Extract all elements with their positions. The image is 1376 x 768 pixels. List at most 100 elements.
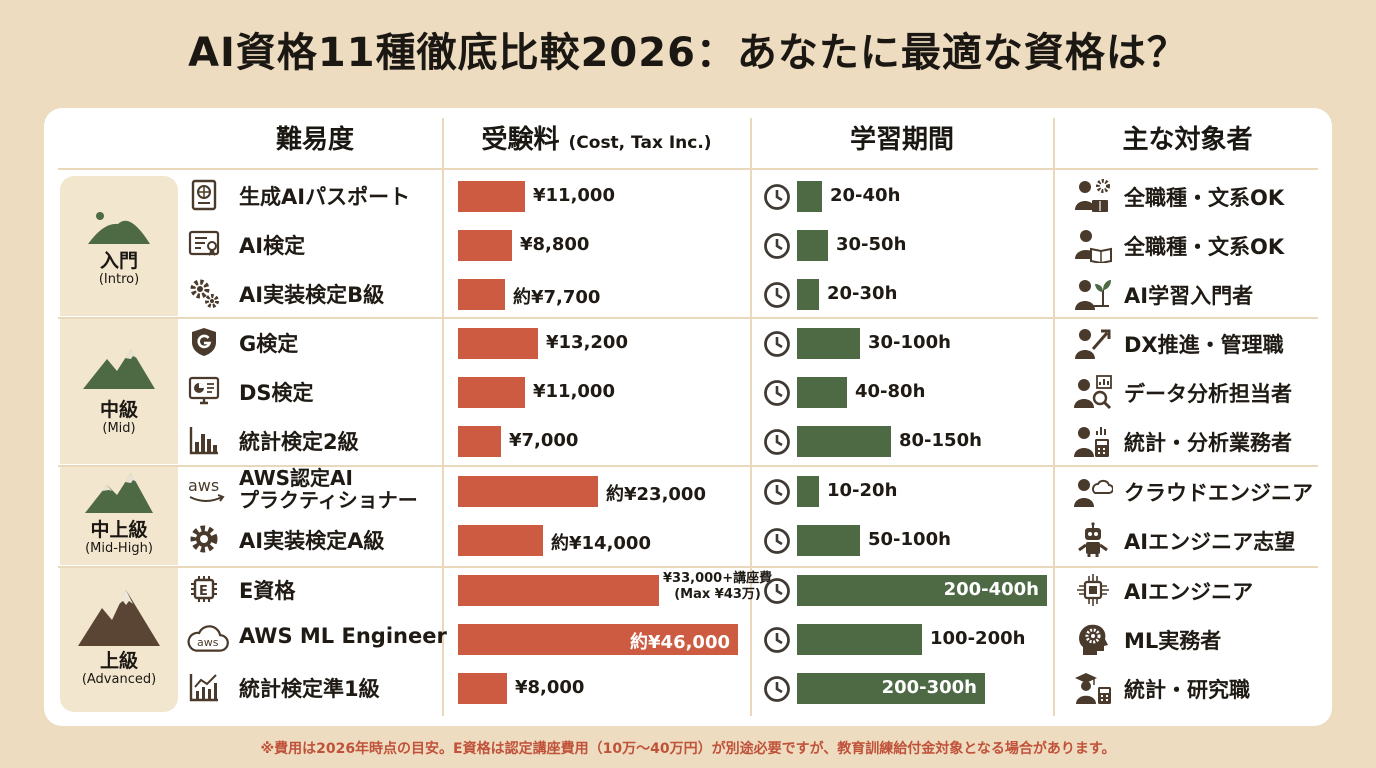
- cost-label: ¥13,200: [546, 332, 628, 353]
- qualification-name: AWS ML Engineer: [239, 624, 447, 648]
- cost-label: ¥8,800: [520, 234, 590, 255]
- cost-label-line: (Max ¥43万): [674, 587, 761, 602]
- header-cost: 受験料 (Cost, Tax Inc.): [444, 112, 749, 168]
- qualification-name: AWS認定AI プラクティショナー: [239, 467, 439, 511]
- clock-icon: [763, 232, 791, 260]
- level-name: 入門: [99, 250, 138, 272]
- column-divider-3: [1053, 118, 1055, 716]
- study-time-bar: [797, 476, 819, 507]
- gear-icon: [188, 523, 220, 555]
- certificate-icon: [188, 228, 220, 260]
- cost-label: ¥11,000: [533, 185, 615, 206]
- study-time-label: 30-50h: [836, 234, 907, 255]
- level-en: (Intro): [98, 272, 140, 287]
- audience-label: データ分析担当者: [1124, 382, 1292, 406]
- cost-label: ¥7,000: [509, 430, 579, 451]
- hill-icon: [88, 212, 150, 244]
- shield-g-icon: [188, 326, 220, 358]
- chip-icon: [1073, 572, 1113, 608]
- study-time-bar: [797, 230, 828, 261]
- header-cost-label: 受験料: [481, 125, 560, 155]
- people-gear-icon: [1073, 178, 1113, 214]
- cost-bar: [458, 426, 501, 457]
- level-divider-1: [58, 317, 1318, 319]
- audience-label: 統計・研究職: [1124, 678, 1250, 702]
- clock-icon: [763, 428, 791, 456]
- cost-label: 約¥23,000: [606, 484, 706, 505]
- level-mid: 中級 (Mid): [60, 319, 178, 464]
- study-time-label: 200-400h: [943, 579, 1039, 600]
- audience-label: 統計・分析業務者: [1124, 431, 1292, 455]
- clock-icon: [763, 527, 791, 555]
- audience-label: DX推進・管理職: [1124, 333, 1284, 357]
- cost-label: ¥11,000: [533, 381, 615, 402]
- level-mid-high: 中上級 (Mid-High): [60, 467, 178, 565]
- clock-icon: [763, 330, 791, 358]
- table-row: aws AWS認定AI プラクティショナー 約¥23,000 10-20h クラウドエンジ…: [0, 466, 1376, 514]
- cost-label: 約¥7,700: [513, 287, 601, 308]
- bar-chart-icon: [188, 424, 220, 456]
- cost-bar: [458, 181, 525, 212]
- qualification-name: 生成AIパスポート: [239, 185, 411, 209]
- cost-bar: [458, 230, 512, 261]
- audience-label: AIエンジニア志望: [1124, 530, 1296, 554]
- cost-label: 約¥46,000: [630, 632, 730, 653]
- audience-label: 全職種・文系OK: [1124, 186, 1285, 210]
- comparison-table-card: [44, 108, 1332, 726]
- robot-icon: [1073, 522, 1113, 558]
- level-name: 中上級: [90, 519, 148, 541]
- clock-icon: [763, 478, 791, 506]
- level-divider-3: [58, 566, 1318, 568]
- qualification-name-line: プラクティショナー: [239, 488, 418, 512]
- level-name: 中級: [99, 399, 138, 421]
- header-difficulty: 難易度: [275, 125, 354, 155]
- chip-e-icon: E: [188, 573, 220, 605]
- monitor-chart-icon: [188, 375, 220, 407]
- mountain-icon: [83, 349, 155, 389]
- cost-label: ¥33,000+講座費 (Max ¥43万): [663, 571, 772, 603]
- cost-bar: [458, 575, 659, 606]
- study-time-label: 20-30h: [827, 283, 898, 304]
- cost-label: 約¥14,000: [551, 533, 651, 554]
- header-audience: 主な対象者: [1122, 125, 1253, 155]
- audience-label: ML実務者: [1124, 629, 1222, 653]
- clock-icon: [763, 675, 791, 703]
- table-row: aws AWS ML Engineer 約¥46,000 100-200h ML実務者: [0, 614, 1376, 662]
- level-en: (Mid): [102, 421, 136, 436]
- svg-text:aws: aws: [197, 636, 219, 649]
- table-row: AI実装検定A級 約¥14,000 50-100h AIエンジニア志望: [0, 515, 1376, 563]
- clock-icon: [763, 281, 791, 309]
- footnote: ※費用は2026年時点の目安。E資格は認定講座費用（10万〜40万円）が別途必要…: [260, 741, 1116, 757]
- study-time-bar: [797, 279, 819, 310]
- cost-bar: [458, 624, 738, 655]
- header-divider: [58, 168, 1318, 170]
- person-calculator-icon: [1073, 423, 1113, 459]
- study-time-label: 200-300h: [881, 677, 977, 698]
- qualification-name: 統計検定2級: [239, 430, 359, 454]
- column-divider-1: [442, 118, 444, 716]
- study-time-label: 10-20h: [827, 480, 898, 501]
- level-divider-2: [58, 465, 1318, 467]
- level-name: 上級: [99, 650, 138, 672]
- passport-icon: [188, 179, 220, 211]
- table-row: DS検定 ¥11,000 40-80h データ分析担当者: [0, 367, 1376, 415]
- mountain-icon: [85, 473, 153, 513]
- study-time-bar: [797, 673, 985, 704]
- cost-bar: [458, 328, 538, 359]
- study-time-bar: [797, 426, 891, 457]
- table-row: AI検定 ¥8,800 30-50h 全職種・文系OK: [0, 220, 1376, 268]
- aws-cloud-icon: aws: [186, 622, 230, 654]
- qualification-name: DS検定: [239, 381, 314, 405]
- study-time-bar: [797, 328, 860, 359]
- tall-mountain-icon: [78, 590, 160, 646]
- head-gear-icon: [1073, 621, 1113, 657]
- svg-text:aws: aws: [188, 476, 219, 495]
- table-row: AI実装検定B級 約¥7,700 20-30h AI学習入門者: [0, 269, 1376, 317]
- audience-label: 全職種・文系OK: [1124, 235, 1285, 259]
- cost-label: ¥8,000: [515, 677, 585, 698]
- person-sprout-icon: [1073, 276, 1113, 312]
- column-divider-2: [750, 118, 752, 716]
- header-cost-sub: (Cost, Tax Inc.): [568, 133, 712, 153]
- cost-bar: [458, 279, 505, 310]
- level-advanced: 上級 (Advanced): [60, 568, 178, 712]
